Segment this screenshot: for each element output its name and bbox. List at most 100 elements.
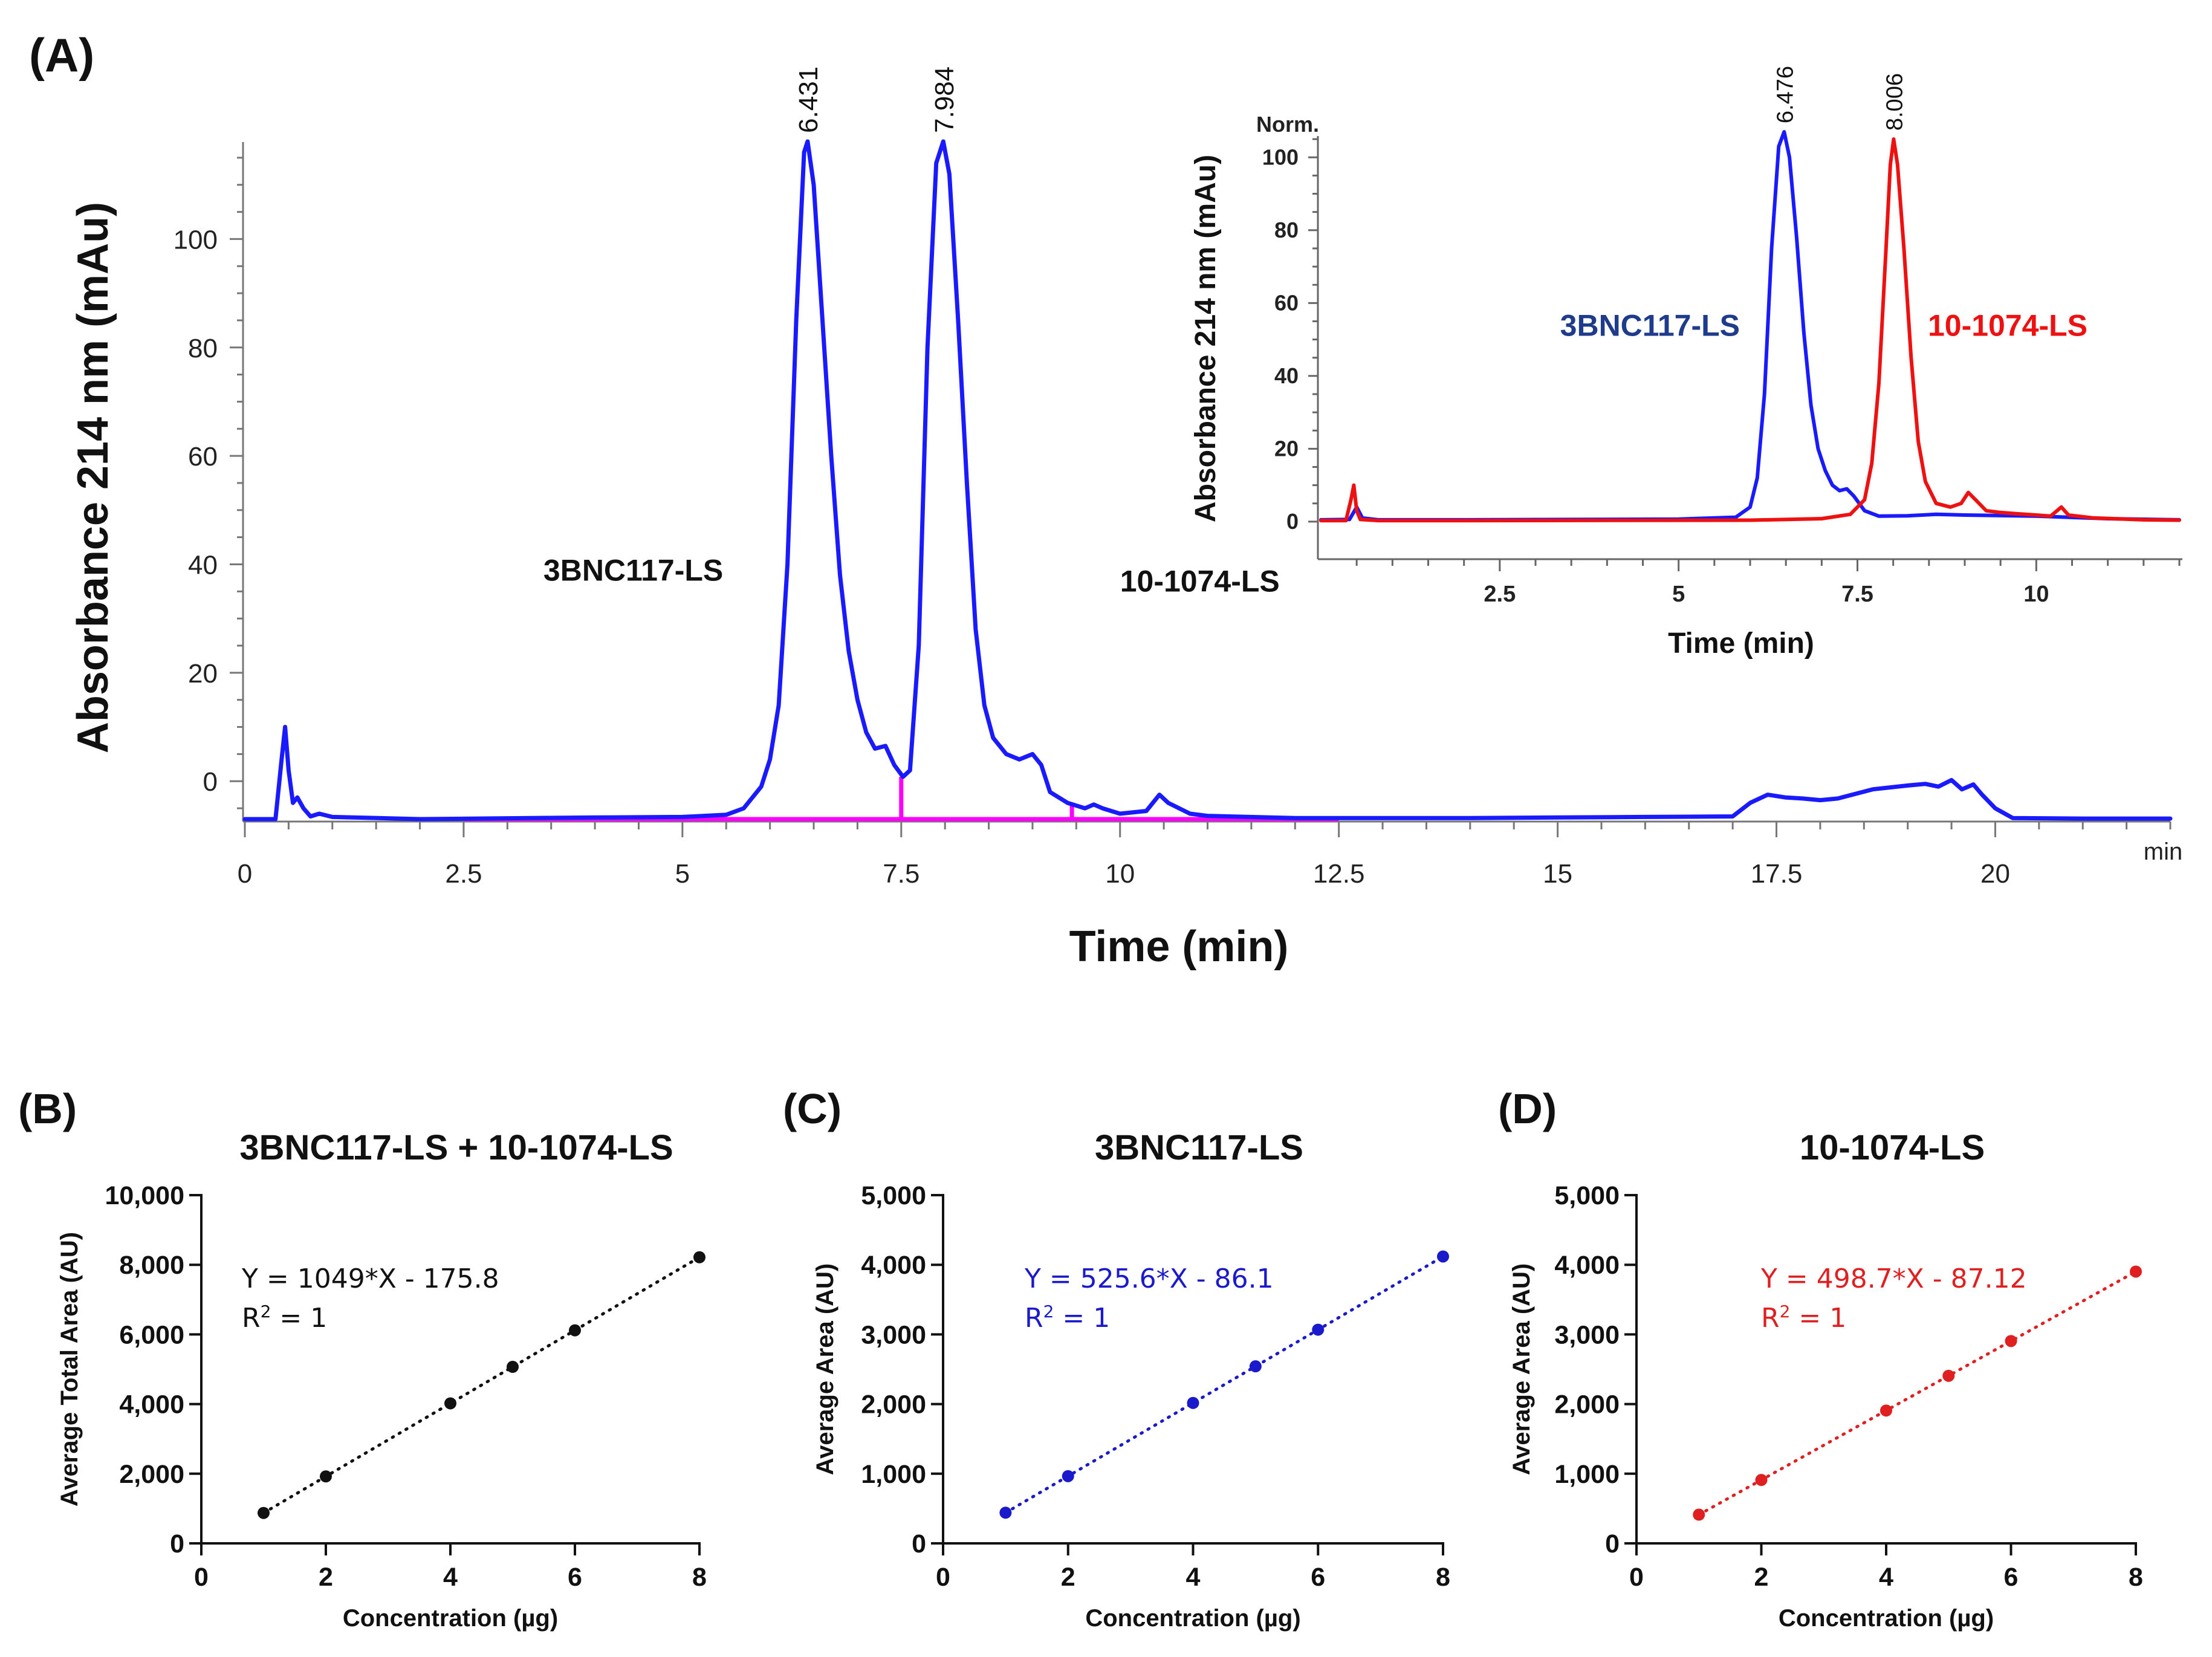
y-tick-label: 0 xyxy=(170,1529,184,1558)
fit-line xyxy=(1004,1255,1445,1514)
panel-label-c: (C) xyxy=(783,1085,842,1132)
trace-annotation: 3BNC117-LS xyxy=(543,553,723,587)
panel-b: (B) 3BNC117-LS + 10-1074-LS 0 2,000 4,000 6,0… xyxy=(18,1085,707,1632)
y-axis-title: Average Total Area (AU) xyxy=(56,1232,83,1506)
data-point xyxy=(999,1506,1012,1519)
y-tick-label: 40 xyxy=(188,550,218,580)
x-tick-label: 6 xyxy=(2004,1563,2019,1592)
x-axis-title: Time (min) xyxy=(1069,923,1289,971)
data-point xyxy=(444,1397,456,1410)
y-tick-label: 60 xyxy=(188,442,218,472)
x-unit-label: min xyxy=(2144,838,2182,865)
x-tick-label: 8 xyxy=(2129,1563,2143,1592)
x-tick-label: 4 xyxy=(1879,1563,1893,1592)
panel-label-a: (A) xyxy=(29,28,94,82)
fit-equation: Y = 1049*X - 175.8 xyxy=(241,1263,499,1294)
data-point xyxy=(1693,1508,1705,1521)
data-point xyxy=(1880,1404,1892,1417)
x-tick-label: 0 xyxy=(194,1563,209,1592)
x-tick-label: 5 xyxy=(675,859,690,889)
x-tick-label: 10 xyxy=(1105,859,1135,889)
y-tick-label: 10,000 xyxy=(105,1181,184,1210)
data-point xyxy=(258,1506,270,1519)
inset-annotation: 3BNC117-LS xyxy=(1560,309,1740,343)
y-tick-label: 0 xyxy=(203,767,218,797)
data-point xyxy=(1187,1396,1199,1409)
fit-line xyxy=(262,1256,701,1515)
inset-annotation: 10-1074-LS xyxy=(1928,309,2087,343)
y-tick-label: 80 xyxy=(188,334,218,363)
y-tick-label: 1,000 xyxy=(861,1460,926,1489)
r-squared-exponent: 2 xyxy=(1780,1302,1791,1321)
r-squared-symbol: R xyxy=(242,1303,261,1334)
fit-equation: Y = 525.6*X - 86.1 xyxy=(1024,1263,1274,1294)
panel-title: 10-1074-LS xyxy=(1800,1128,1985,1167)
r-squared-value: = 1 xyxy=(271,1303,327,1334)
inset-peak-label: 6.476 xyxy=(1773,66,1798,123)
inset-y-tick-label: 80 xyxy=(1274,218,1299,242)
x-axis-title: Concentration (µg) xyxy=(343,1605,558,1632)
inset-y-tick-label: 40 xyxy=(1274,363,1299,388)
fit-line xyxy=(1697,1270,2138,1517)
data-point xyxy=(1437,1250,1449,1263)
x-tick-label: 4 xyxy=(443,1563,458,1592)
panel-title: 3BNC117-LS + 10-1074-LS xyxy=(239,1128,673,1167)
x-tick-label: 17.5 xyxy=(1751,859,1803,889)
x-tick-label: 15 xyxy=(1543,859,1572,889)
x-tick-label: 8 xyxy=(1436,1563,1450,1592)
data-point xyxy=(1312,1323,1325,1336)
x-tick-label: 2.5 xyxy=(445,859,482,889)
inset-y-axis-title: Absorbance 214 nm (mAu) xyxy=(1190,155,1222,522)
y-tick-label: 4,000 xyxy=(1554,1251,1620,1280)
r-squared: R2 = 1 xyxy=(242,1302,327,1334)
data-point xyxy=(1942,1369,1955,1382)
r-squared: R2 = 1 xyxy=(1761,1302,1846,1334)
inset-peak-label: 8.006 xyxy=(1882,73,1907,131)
y-tick-label: 4,000 xyxy=(861,1251,926,1280)
inset-y-tick-label: 20 xyxy=(1274,436,1299,461)
r-squared-exponent: 2 xyxy=(1043,1302,1054,1321)
inset-y-tick-label: 100 xyxy=(1262,144,1299,169)
r-squared-value: = 1 xyxy=(1790,1303,1846,1334)
inset-x-tick-label: 2.5 xyxy=(1484,582,1516,607)
y-tick-label: 8,000 xyxy=(119,1251,184,1280)
inset-x-tick-label: 7.5 xyxy=(1841,582,1873,607)
y-axis-title: Absorbance 214 nm (mAu) xyxy=(69,202,117,753)
x-tick-label: 4 xyxy=(1186,1563,1201,1592)
y-tick-label: 2,000 xyxy=(861,1390,926,1419)
y-tick-label: 20 xyxy=(188,659,218,689)
y-tick-label: 2,000 xyxy=(1554,1390,1620,1419)
inset-y-tick-label: 0 xyxy=(1286,509,1299,534)
x-tick-label: 2 xyxy=(1754,1563,1769,1592)
r-squared-symbol: R xyxy=(1025,1303,1043,1334)
x-tick-label: 2 xyxy=(1061,1563,1075,1592)
peak-label: 7.984 xyxy=(930,66,959,133)
data-point xyxy=(693,1251,705,1263)
r-squared-exponent: 2 xyxy=(261,1302,271,1321)
inset-x-axis-title: Time (min) xyxy=(1668,627,1814,660)
data-point xyxy=(1249,1360,1262,1373)
x-tick-label: 0 xyxy=(238,859,252,889)
panel-d: (D) 10-1074-LS 0 1,000 2,000 3,000 4,000 5,000 0… xyxy=(1498,1085,2143,1632)
x-tick-label: 20 xyxy=(1980,859,2010,889)
inset-y-tick-label: 60 xyxy=(1274,290,1299,315)
data-point xyxy=(507,1361,519,1373)
y-tick-label: 3,000 xyxy=(861,1320,926,1349)
panel-label-d: (D) xyxy=(1498,1085,1557,1132)
data-point xyxy=(320,1470,332,1483)
y-axis-title: Average Area (AU) xyxy=(812,1263,838,1476)
y-tick-label: 2,000 xyxy=(119,1460,184,1489)
inset-trace-10-1074 xyxy=(1319,137,2181,523)
x-tick-label: 0 xyxy=(936,1563,950,1592)
y-tick-label: 1,000 xyxy=(1554,1460,1620,1489)
y-tick-label: 4,000 xyxy=(119,1390,184,1419)
inset-x-tick-label: 10 xyxy=(2023,582,2049,607)
x-axis-title: Concentration (µg) xyxy=(1779,1605,1994,1632)
x-tick-label: 6 xyxy=(1311,1563,1325,1592)
r-squared-value: = 1 xyxy=(1054,1303,1110,1334)
panel-title: 3BNC117-LS xyxy=(1095,1128,1303,1167)
inset-y-unit-label: Norm. xyxy=(1256,112,1319,137)
data-point xyxy=(569,1324,581,1337)
